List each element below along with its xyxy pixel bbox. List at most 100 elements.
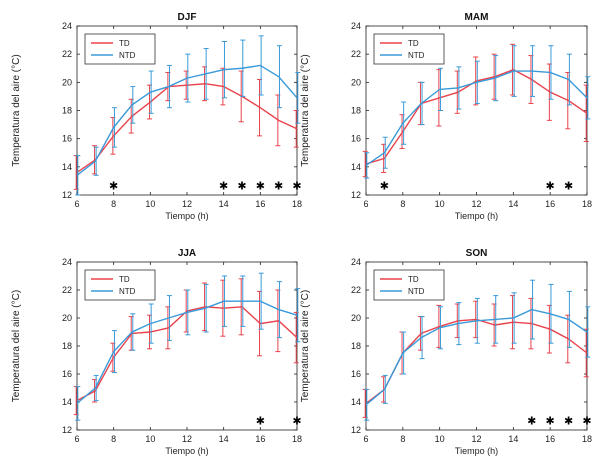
chart-title: JJA [178, 248, 196, 259]
x-axis-label: Tiempo (h) [455, 446, 498, 456]
chart-panel-son: SON 6 8 10 12 14 16 18 12 14 16 18 20 22 24 Tiempo (h) T… [300, 248, 592, 456]
x-tick-label: 14 [219, 199, 229, 209]
series-ntd [364, 45, 591, 179]
series-line-ntd [76, 300, 298, 404]
y-tick-label: 16 [62, 134, 72, 144]
x-tick-label: 10 [435, 434, 445, 444]
chart-title: DJF [178, 12, 197, 23]
legend-label-td: TD [408, 275, 419, 284]
x-tick-label: 14 [219, 434, 229, 444]
chart-panel-jja: JJA 6 8 10 12 14 16 18 12 14 16 18 20 22 24 Tiempo (h) T… [11, 248, 302, 456]
x-axis-label: Tiempo (h) [455, 211, 498, 221]
series-ntd [75, 272, 301, 421]
x-tick-label: 16 [255, 199, 265, 209]
y-tick-label: 18 [62, 341, 72, 351]
significance-marker: ✱ [219, 181, 228, 193]
y-tick-label: 12 [62, 425, 72, 435]
y-tick-label: 22 [62, 285, 72, 295]
y-tick-label: 24 [62, 21, 72, 31]
x-tick-label: 16 [545, 199, 555, 209]
x-tick-label: 14 [508, 434, 518, 444]
x-tick-label: 18 [292, 434, 302, 444]
x-tick-label: 10 [145, 434, 155, 444]
y-tick-label: 20 [62, 313, 72, 323]
y-tick-label: 18 [351, 106, 361, 116]
y-tick-label: 22 [351, 285, 361, 295]
y-axis-label: Temperatura del aire (°C) [11, 290, 22, 402]
significance-marker: ✱ [109, 181, 118, 193]
x-tick-label: 10 [145, 199, 155, 209]
y-tick-label: 16 [62, 369, 72, 379]
series-ntd [75, 35, 301, 196]
series-line-td [76, 306, 298, 402]
x-tick-label: 12 [182, 199, 192, 209]
x-tick-label: 12 [471, 199, 481, 209]
significance-marker: ✱ [582, 416, 591, 428]
legend-label-td: TD [119, 275, 130, 284]
y-tick-label: 20 [351, 77, 361, 87]
legend-label-td: TD [408, 39, 419, 48]
x-tick-label: 10 [435, 199, 445, 209]
x-tick-label: 14 [508, 199, 518, 209]
y-axis-label: Temperatura del aire (°C) [11, 54, 22, 166]
y-tick-label: 16 [351, 134, 361, 144]
x-axis-label: Tiempo (h) [165, 211, 208, 221]
chart-title: SON [466, 248, 488, 259]
significance-marker: ✱ [564, 416, 573, 428]
x-tick-label: 18 [582, 199, 592, 209]
y-tick-label: 14 [62, 397, 72, 407]
x-tick-label: 8 [111, 199, 116, 209]
y-tick-label: 20 [62, 77, 72, 87]
y-tick-label: 14 [62, 162, 72, 172]
series-line-ntd [365, 308, 588, 406]
series-td [73, 278, 299, 416]
y-axis-label: Temperatura del aire (°C) [300, 290, 311, 402]
x-tick-label: 12 [182, 434, 192, 444]
significance-marker: ✱ [292, 416, 301, 428]
y-tick-label: 24 [62, 257, 72, 267]
x-tick-label: 6 [74, 199, 79, 209]
chart-panel-djf: DJF 6 8 10 12 14 16 18 12 14 16 18 20 22 24 Tiempo (h) T… [11, 12, 302, 221]
legend-box [373, 33, 445, 65]
x-tick-label: 16 [545, 434, 555, 444]
series-ntd [364, 279, 591, 421]
series-td [73, 66, 299, 190]
x-tick-label: 8 [400, 434, 405, 444]
y-axis-label: Temperatura del aire (°C) [300, 54, 311, 166]
y-tick-label: 12 [351, 425, 361, 435]
x-axis-label: Tiempo (h) [165, 446, 208, 456]
legend-label-td: TD [119, 39, 130, 48]
legend-label-ntd: NTD [119, 287, 136, 296]
y-tick-label: 16 [351, 369, 361, 379]
significance-marker: ✱ [546, 416, 555, 428]
series-line-td [76, 83, 298, 174]
legend-label-ntd: NTD [408, 287, 425, 296]
y-tick-label: 22 [62, 49, 72, 59]
chart-title: MAM [465, 12, 489, 23]
y-tick-label: 24 [351, 257, 361, 267]
x-tick-label: 12 [471, 434, 481, 444]
significance-marker: ✱ [292, 181, 301, 193]
x-tick-label: 18 [292, 199, 302, 209]
series-line-ntd [365, 70, 588, 167]
y-tick-label: 22 [351, 49, 361, 59]
legend-label-ntd: NTD [119, 51, 136, 60]
legend: TD NTD [373, 33, 445, 65]
legend: TD NTD [84, 33, 156, 65]
significance-marker: ✱ [380, 181, 389, 193]
y-tick-label: 12 [351, 190, 361, 200]
series-line-td [365, 68, 588, 165]
x-tick-label: 6 [363, 199, 368, 209]
y-tick-label: 12 [62, 190, 72, 200]
y-tick-label: 14 [351, 397, 361, 407]
x-tick-label: 8 [400, 199, 405, 209]
chart-panel-mam: MAM 6 8 10 12 14 16 18 12 14 16 18 20 22 24 Tiempo (h) T… [300, 12, 592, 221]
legend-box [84, 269, 156, 301]
x-tick-label: 6 [363, 434, 368, 444]
y-tick-label: 24 [351, 21, 361, 31]
x-tick-label: 6 [74, 434, 79, 444]
significance-marker: ✱ [256, 416, 265, 428]
legend: TD NTD [84, 269, 156, 301]
legend: TD NTD [373, 269, 445, 301]
legend-box [84, 33, 156, 65]
